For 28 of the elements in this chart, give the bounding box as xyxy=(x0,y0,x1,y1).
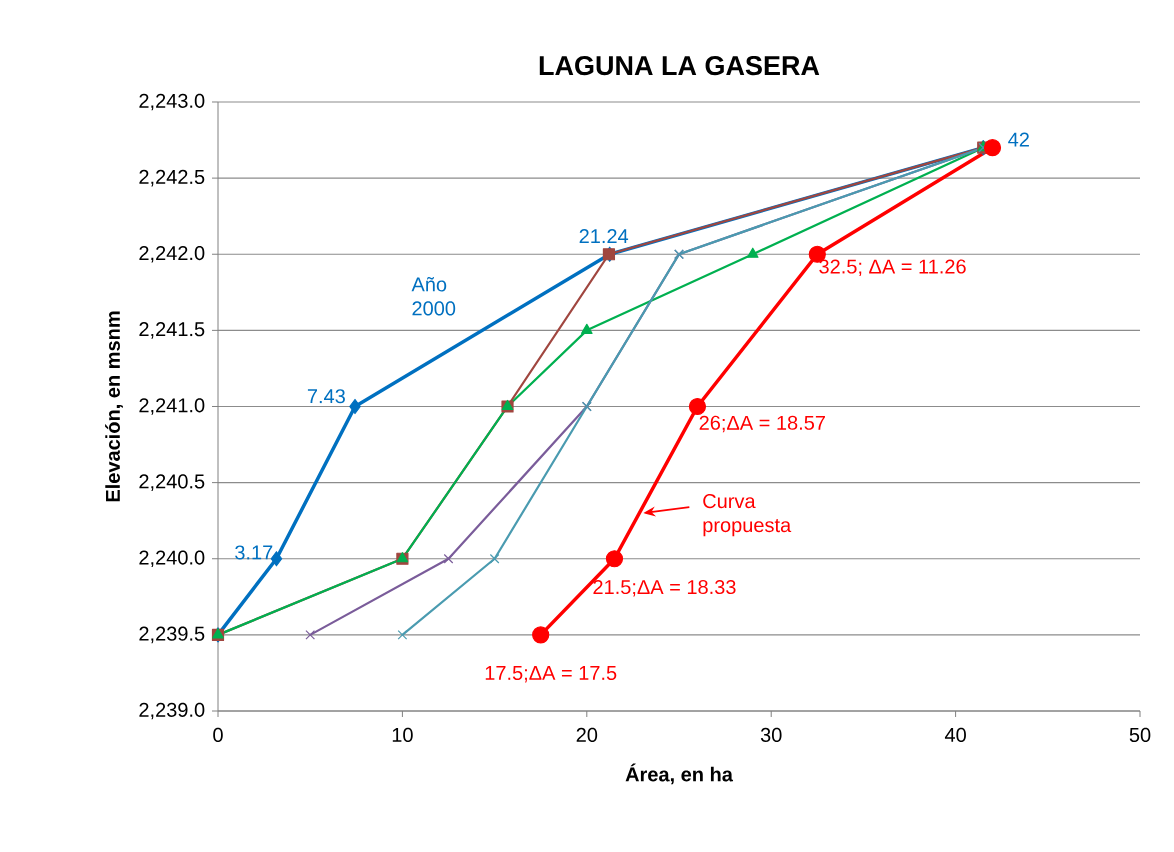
x-tick-label: 30 xyxy=(760,727,782,743)
y-tick-label: 2,239.0 xyxy=(139,702,205,720)
y-tick-label: 2,241.5 xyxy=(139,322,205,339)
series-label: Año 2000 xyxy=(411,276,456,316)
x-tick-label: 50 xyxy=(1129,727,1151,743)
annotation: 17.5;ΔA = 17.5 xyxy=(485,666,617,683)
annotation: 7.43 xyxy=(307,389,345,404)
annotation: 26;ΔA = 18.57 xyxy=(699,415,825,433)
y-tick-label: 2,243.0 xyxy=(139,93,205,111)
y-tick-label: 2,239.5 xyxy=(139,626,205,644)
x-tick-label: 40 xyxy=(944,727,966,743)
y-tick-label: 2,241.0 xyxy=(139,398,205,415)
y-tick-label: 2,240.5 xyxy=(139,474,205,491)
x-tick-label: 20 xyxy=(576,727,598,743)
y-tick-label: 2,242.0 xyxy=(139,245,205,263)
x-axis-title: Área, en ha xyxy=(625,763,734,785)
chart-title: LAGUNA LA GASERA xyxy=(539,56,820,76)
annotation: 32.5; ΔA = 11.26 xyxy=(819,259,966,276)
x-tick-label: 10 xyxy=(392,727,413,743)
annotation: 21.5;ΔA = 18.33 xyxy=(593,579,736,597)
annotation: 42 xyxy=(1008,132,1029,147)
y-tick-label: 2,240.0 xyxy=(139,550,205,568)
y-tick-label: 2,242.5 xyxy=(139,169,205,187)
annotation: 21.24 xyxy=(579,229,629,244)
y-axis-title: Elevación, en msnm xyxy=(105,311,123,502)
annotation: 3.17 xyxy=(235,545,273,560)
x-tick-label: 0 xyxy=(213,727,223,743)
annotation: Curva propuesta xyxy=(703,494,792,537)
